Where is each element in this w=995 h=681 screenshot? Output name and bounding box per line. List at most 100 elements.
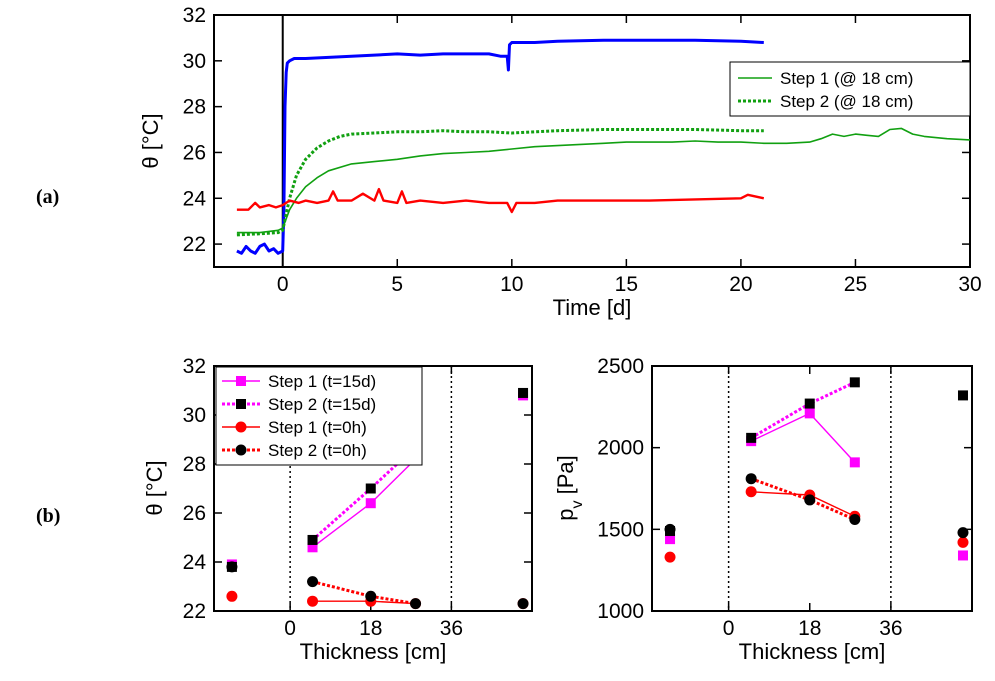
y-tick-label: 2000 — [597, 437, 644, 460]
x-tick-label: 0 — [284, 617, 296, 640]
data-point-square — [804, 408, 815, 419]
legend-label: Step 2 (t=0h) — [268, 441, 367, 460]
y-axis-label: pv [Pa] — [553, 455, 586, 521]
x-tick-label: 15 — [615, 273, 638, 296]
legend-label: Step 2 (@ 18 cm) — [780, 92, 913, 111]
data-point-circle — [664, 551, 676, 563]
x-tick-label: 18 — [798, 617, 821, 640]
y-tick-label: 1000 — [597, 600, 644, 623]
x-tick-label: 0 — [277, 273, 289, 296]
y-tick-label: 32 — [183, 355, 206, 378]
data-point-circle — [745, 473, 757, 485]
data-point-circle — [307, 576, 319, 588]
data-point-circle — [410, 598, 422, 610]
y-tick-label: 26 — [183, 502, 206, 525]
panel-label-a: (a) — [36, 186, 59, 208]
x-tick-label: 10 — [500, 273, 523, 296]
y-axis-label-unit: [Pa] — [553, 455, 578, 500]
data-point-circle — [849, 514, 861, 526]
chart-a-time-series: 0 5 10 15 20 25 30 22 24 26 28 30 32 Time [d] θ [°C] St… — [138, 4, 982, 320]
plot-frame — [213, 14, 971, 268]
data-point-square — [957, 550, 968, 561]
series-line-green — [236, 127, 971, 234]
y-tick-label: 30 — [183, 404, 206, 427]
y-axis-label: θ [°C] — [142, 460, 167, 515]
y-tick-label: 22 — [183, 600, 206, 623]
data-point-square — [849, 457, 860, 468]
plot-frame — [651, 365, 973, 612]
data-point-circle — [957, 527, 969, 539]
plot-frame — [213, 365, 533, 612]
x-tick-label: 25 — [844, 273, 867, 296]
data-point-circle — [307, 595, 319, 607]
series-line — [751, 491, 856, 517]
data-point-square — [518, 387, 529, 398]
y-axis-label-subscript: v — [569, 501, 586, 509]
x-tick-label: 36 — [879, 617, 902, 640]
x-tick-label: 20 — [729, 273, 752, 296]
x-tick-label: 36 — [440, 617, 463, 640]
y-axis-label-main: θ [°C] — [138, 113, 163, 168]
y-axis-label-main: θ [°C] — [142, 460, 167, 515]
data-point-square — [849, 377, 860, 388]
data-point-circle — [664, 523, 676, 535]
data-point-square — [804, 398, 815, 409]
panel-label-b: (b) — [36, 505, 60, 527]
legend-label: Step 2 (t=15d) — [268, 395, 376, 414]
y-tick-label: 24 — [183, 551, 207, 574]
legend-label: Step 1 (t=0h) — [268, 418, 367, 437]
data-point-circle — [745, 486, 757, 498]
chart-b-vapour-pressure-thickness: 0 18 36 1000 1500 2000 2500 Thickness [cm] pv [P… — [553, 355, 973, 664]
data-point-square — [665, 534, 676, 545]
x-tick-label: 0 — [723, 617, 735, 640]
data-point-square — [746, 432, 757, 443]
legend-label: Step 1 (@ 18 cm) — [780, 69, 913, 88]
x-axis-label: Time [d] — [553, 295, 632, 320]
data-point-circle — [226, 561, 238, 573]
data-point-circle — [804, 494, 816, 506]
series-line — [750, 477, 856, 521]
series-line-red — [236, 187, 765, 214]
y-tick-label: 32 — [183, 4, 206, 27]
series-line-green — [236, 128, 764, 237]
x-tick-label: 30 — [958, 273, 981, 296]
chart-b-temperature-thickness: 0 18 36 22 24 26 28 30 32 Thickness [cm] θ [°C] Ste… — [142, 355, 533, 664]
data-point-square — [236, 376, 246, 386]
y-axis-label-main: p — [553, 509, 578, 521]
series-line — [312, 580, 416, 606]
data-point-square — [307, 542, 318, 553]
data-point-circle — [517, 598, 529, 610]
y-tick-label: 22 — [183, 233, 206, 256]
series-line-blue — [236, 38, 764, 255]
data-point-circle — [957, 536, 969, 548]
y-tick-label: 2500 — [597, 355, 644, 378]
y-tick-label: 28 — [183, 96, 206, 119]
x-axis-label: Thickness [cm] — [300, 639, 447, 664]
data-point-circle — [235, 444, 247, 456]
data-point-square — [957, 390, 968, 401]
data-point-square — [365, 483, 376, 494]
y-tick-label: 30 — [183, 50, 206, 73]
x-tick-label: 5 — [391, 273, 403, 296]
series-line — [312, 600, 416, 605]
y-tick-label: 1500 — [597, 518, 644, 541]
series-line — [750, 412, 856, 463]
data-point-square — [307, 534, 318, 545]
legend-label: Step 1 (t=15d) — [268, 372, 376, 391]
legend-box — [215, 366, 423, 466]
y-tick-label: 28 — [183, 453, 206, 476]
x-axis-label: Thickness [cm] — [739, 639, 886, 664]
y-tick-label: 26 — [183, 141, 206, 164]
legend-box — [729, 61, 971, 117]
data-point-square — [236, 399, 246, 409]
series-line — [750, 380, 856, 440]
data-point-circle — [226, 590, 238, 602]
data-point-circle — [235, 421, 247, 433]
data-point-square — [365, 498, 376, 509]
x-tick-label: 18 — [359, 617, 382, 640]
y-tick-label: 24 — [183, 187, 207, 210]
series-line — [312, 458, 416, 548]
y-axis-label: θ [°C] — [138, 113, 163, 168]
data-point-circle — [365, 590, 377, 602]
